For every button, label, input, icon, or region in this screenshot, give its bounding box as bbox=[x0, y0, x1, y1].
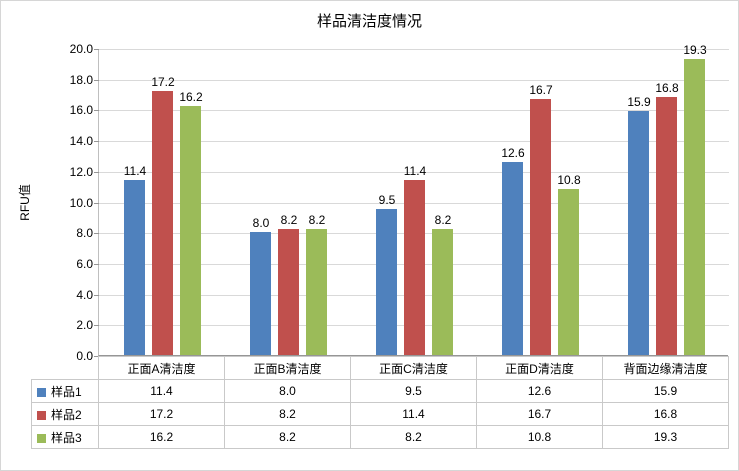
y-tick-label: 4.0 bbox=[76, 287, 93, 302]
value-cell: 8.2 bbox=[224, 425, 351, 449]
y-tick-mark bbox=[94, 294, 99, 296]
gridline bbox=[99, 141, 729, 143]
y-tick-label: 10.0 bbox=[69, 195, 93, 210]
bar-value-label: 10.8 bbox=[557, 173, 581, 187]
bar-value-label: 17.2 bbox=[151, 75, 175, 89]
y-tick-mark bbox=[94, 141, 99, 143]
y-tick-label: 6.0 bbox=[76, 256, 93, 271]
table-corner-cell bbox=[31, 356, 99, 380]
bar-value-label: 12.6 bbox=[501, 146, 525, 160]
bar-样品2-背面边缘清洁度 bbox=[656, 97, 677, 355]
value-cell: 19.3 bbox=[602, 425, 729, 449]
bar-样品3-正面D清洁度 bbox=[558, 189, 579, 355]
bar-样品2-正面B清洁度 bbox=[278, 229, 299, 355]
value-cell: 16.7 bbox=[476, 402, 603, 426]
value-cell: 8.2 bbox=[224, 402, 351, 426]
value-cell: 8.2 bbox=[350, 425, 477, 449]
gridline bbox=[99, 171, 729, 173]
value-cell: 17.2 bbox=[98, 402, 225, 426]
y-tick-mark bbox=[94, 171, 99, 173]
y-tick-label: 20.0 bbox=[69, 42, 93, 56]
bar-value-label: 11.4 bbox=[123, 164, 147, 178]
gridline bbox=[99, 110, 729, 112]
series-name-cell: 样品3 bbox=[31, 425, 99, 449]
bar-value-label: 16.2 bbox=[179, 90, 203, 104]
y-tick-label: 12.0 bbox=[69, 164, 93, 179]
category-label: 正面A清洁度 bbox=[98, 356, 225, 380]
table-row: 样品3 16.2 8.2 8.2 10.8 19.3 bbox=[31, 425, 729, 449]
bar-样品2-正面A清洁度 bbox=[152, 91, 173, 355]
y-axis-title-wrap: RFU值 bbox=[15, 49, 33, 356]
value-cell: 11.4 bbox=[350, 402, 477, 426]
legend-swatch bbox=[37, 433, 46, 443]
y-tick-label: 8.0 bbox=[76, 226, 93, 241]
table-row: 样品2 17.2 8.2 11.4 16.7 16.8 bbox=[31, 402, 729, 426]
bar-value-label: 8.2 bbox=[434, 213, 452, 227]
value-cell: 16.2 bbox=[98, 425, 225, 449]
value-cell: 8.0 bbox=[224, 379, 351, 403]
y-tick-mark bbox=[94, 79, 99, 81]
y-tick-mark bbox=[94, 110, 99, 112]
y-tick-label: 2.0 bbox=[76, 318, 93, 333]
value-cell: 15.9 bbox=[602, 379, 729, 403]
y-tick-label: 14.0 bbox=[69, 134, 93, 149]
bar-value-label: 16.8 bbox=[655, 81, 679, 95]
y-tick-mark bbox=[94, 325, 99, 327]
bar-value-label: 19.3 bbox=[683, 43, 707, 57]
value-cell: 9.5 bbox=[350, 379, 477, 403]
bar-value-label: 8.0 bbox=[252, 216, 270, 230]
bar-样品3-正面B清洁度 bbox=[306, 229, 327, 355]
category-label: 正面B清洁度 bbox=[224, 356, 351, 380]
y-axis-tick-labels: 0.0 2.0 4.0 6.0 8.0 10.0 12.0 14.0 16.0 18.0 20.0 bbox=[49, 1, 93, 421]
series-name-cell: 样品1 bbox=[31, 379, 99, 403]
bar-value-label: 16.7 bbox=[529, 83, 553, 97]
y-tick-mark bbox=[94, 202, 99, 204]
value-cell: 10.8 bbox=[476, 425, 603, 449]
bar-样品2-正面C清洁度 bbox=[404, 180, 425, 355]
value-cell: 11.4 bbox=[98, 379, 225, 403]
y-tick-mark bbox=[94, 49, 99, 50]
category-label: 正面D清洁度 bbox=[476, 356, 603, 380]
bar-样品3-背面边缘清洁度 bbox=[684, 59, 705, 355]
y-tick-mark bbox=[94, 233, 99, 235]
bar-value-label: 9.5 bbox=[378, 193, 396, 207]
series-name-cell: 样品2 bbox=[31, 402, 99, 426]
value-cell: 16.8 bbox=[602, 402, 729, 426]
bar-样品1-背面边缘清洁度 bbox=[628, 111, 649, 355]
category-label: 正面C清洁度 bbox=[350, 356, 477, 380]
category-row: 正面A清洁度 正面B清洁度 正面C清洁度 正面D清洁度 背面边缘清洁度 bbox=[31, 356, 729, 380]
value-cell: 12.6 bbox=[476, 379, 603, 403]
bar-value-label: 8.2 bbox=[308, 213, 326, 227]
bar-样品3-正面C清洁度 bbox=[432, 229, 453, 355]
series-name: 样品3 bbox=[51, 430, 82, 445]
table-row: 样品1 11.4 8.0 9.5 12.6 15.9 bbox=[31, 379, 729, 403]
bar-样品1-正面C清洁度 bbox=[376, 209, 397, 355]
series-name: 样品2 bbox=[51, 407, 82, 422]
legend-swatch bbox=[37, 410, 46, 420]
y-tick-label: 18.0 bbox=[69, 72, 93, 87]
bar-value-label: 15.9 bbox=[627, 95, 651, 109]
plot-area: 11.4 17.2 16.2 8.0 8.2 8.2 9.5 11.4 8.2 12.6 16.7 1… bbox=[94, 43, 729, 357]
bar-样品2-正面D清洁度 bbox=[530, 99, 551, 355]
gridline bbox=[99, 49, 729, 50]
bar-样品1-正面A清洁度 bbox=[124, 180, 145, 355]
gridline bbox=[99, 79, 729, 81]
bar-样品1-正面B清洁度 bbox=[250, 232, 271, 355]
chart-title: 样品清洁度情况 bbox=[316, 13, 422, 30]
legend-swatch bbox=[37, 387, 46, 397]
bar-value-label: 8.2 bbox=[280, 213, 298, 227]
bar-样品1-正面D清洁度 bbox=[502, 162, 523, 355]
y-tick-label: 16.0 bbox=[69, 103, 93, 118]
data-table: 正面A清洁度 正面B清洁度 正面C清洁度 正面D清洁度 背面边缘清洁度 样品1 11.4 8.… bbox=[31, 356, 729, 449]
category-label: 背面边缘清洁度 bbox=[602, 356, 729, 380]
series-name: 样品1 bbox=[51, 384, 82, 399]
y-axis-title: RFU值 bbox=[17, 184, 32, 221]
y-tick-mark bbox=[94, 263, 99, 265]
bar-样品3-正面A清洁度 bbox=[180, 106, 201, 355]
bar-value-label: 11.4 bbox=[403, 164, 427, 178]
